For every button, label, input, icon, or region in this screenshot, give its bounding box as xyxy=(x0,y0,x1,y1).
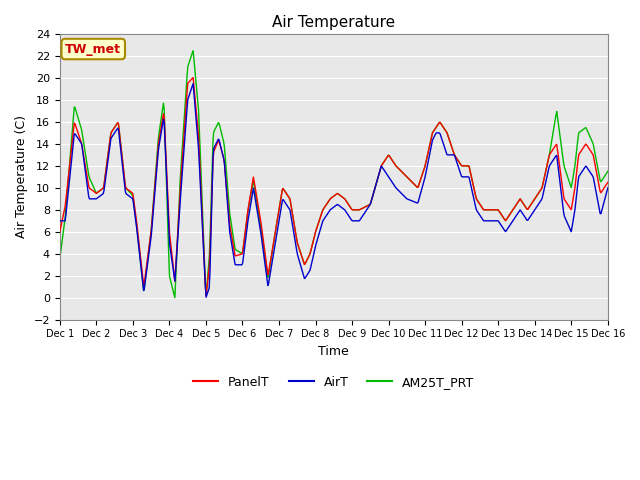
PanelT xyxy=(418,173,426,179)
Line: AirT: AirT xyxy=(60,84,608,297)
PanelT xyxy=(66,162,74,168)
AM25T_PRT xyxy=(189,48,197,54)
PanelT xyxy=(209,180,216,186)
AirT xyxy=(189,81,197,87)
Line: AM25T_PRT: AM25T_PRT xyxy=(60,51,608,298)
AirT xyxy=(178,177,186,183)
AM25T_PRT xyxy=(402,173,410,179)
AM25T_PRT xyxy=(209,163,216,169)
AirT xyxy=(122,191,130,197)
Text: TW_met: TW_met xyxy=(65,43,121,56)
AM25T_PRT xyxy=(56,256,63,262)
Title: Air Temperature: Air Temperature xyxy=(272,15,396,30)
AirT xyxy=(66,175,74,181)
AirT xyxy=(604,185,612,191)
Legend: PanelT, AirT, AM25T_PRT: PanelT, AirT, AM25T_PRT xyxy=(188,371,479,394)
AirT xyxy=(209,184,216,190)
PanelT xyxy=(122,185,130,191)
AirT xyxy=(202,294,210,300)
AM25T_PRT xyxy=(418,173,426,179)
X-axis label: Time: Time xyxy=(319,345,349,358)
AM25T_PRT xyxy=(66,160,74,166)
Y-axis label: Air Temperature (C): Air Temperature (C) xyxy=(15,115,28,239)
PanelT xyxy=(604,180,612,185)
Line: PanelT: PanelT xyxy=(60,78,608,296)
PanelT xyxy=(402,173,410,179)
AM25T_PRT xyxy=(122,186,130,192)
PanelT xyxy=(189,75,197,81)
AirT xyxy=(418,186,426,192)
PanelT xyxy=(202,293,210,299)
AM25T_PRT xyxy=(179,142,186,147)
AirT xyxy=(402,195,410,201)
AirT xyxy=(56,218,63,224)
AM25T_PRT xyxy=(171,295,179,300)
PanelT xyxy=(178,165,186,171)
PanelT xyxy=(56,229,63,235)
AM25T_PRT xyxy=(604,168,612,174)
